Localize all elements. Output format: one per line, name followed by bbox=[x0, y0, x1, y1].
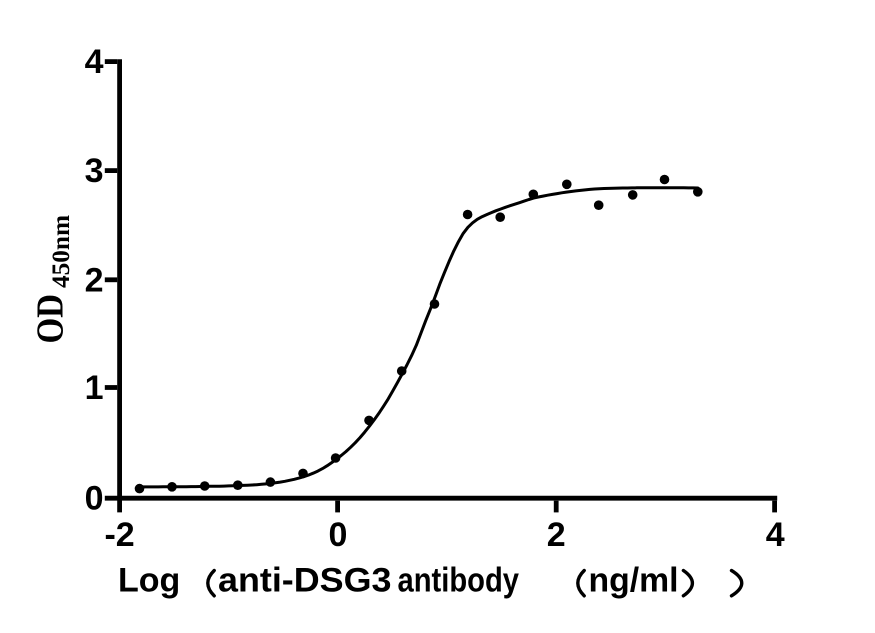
svg-text:OD: OD bbox=[30, 294, 72, 344]
svg-text:4: 4 bbox=[766, 516, 785, 554]
svg-text:-2: -2 bbox=[104, 516, 134, 554]
svg-text:antibody: antibody bbox=[398, 562, 520, 600]
svg-text:2: 2 bbox=[547, 516, 566, 554]
svg-text:450nm: 450nm bbox=[48, 215, 75, 288]
svg-text:4: 4 bbox=[85, 43, 104, 81]
svg-text:2: 2 bbox=[85, 261, 104, 299]
svg-text:anti-DSG3: anti-DSG3 bbox=[218, 562, 392, 600]
svg-text:0: 0 bbox=[329, 516, 348, 554]
svg-text:1: 1 bbox=[85, 369, 104, 407]
svg-text:Log: Log bbox=[118, 562, 180, 600]
svg-text:ng/ml: ng/ml bbox=[589, 562, 679, 600]
svg-text:3: 3 bbox=[85, 152, 104, 190]
svg-text:0: 0 bbox=[85, 480, 104, 518]
